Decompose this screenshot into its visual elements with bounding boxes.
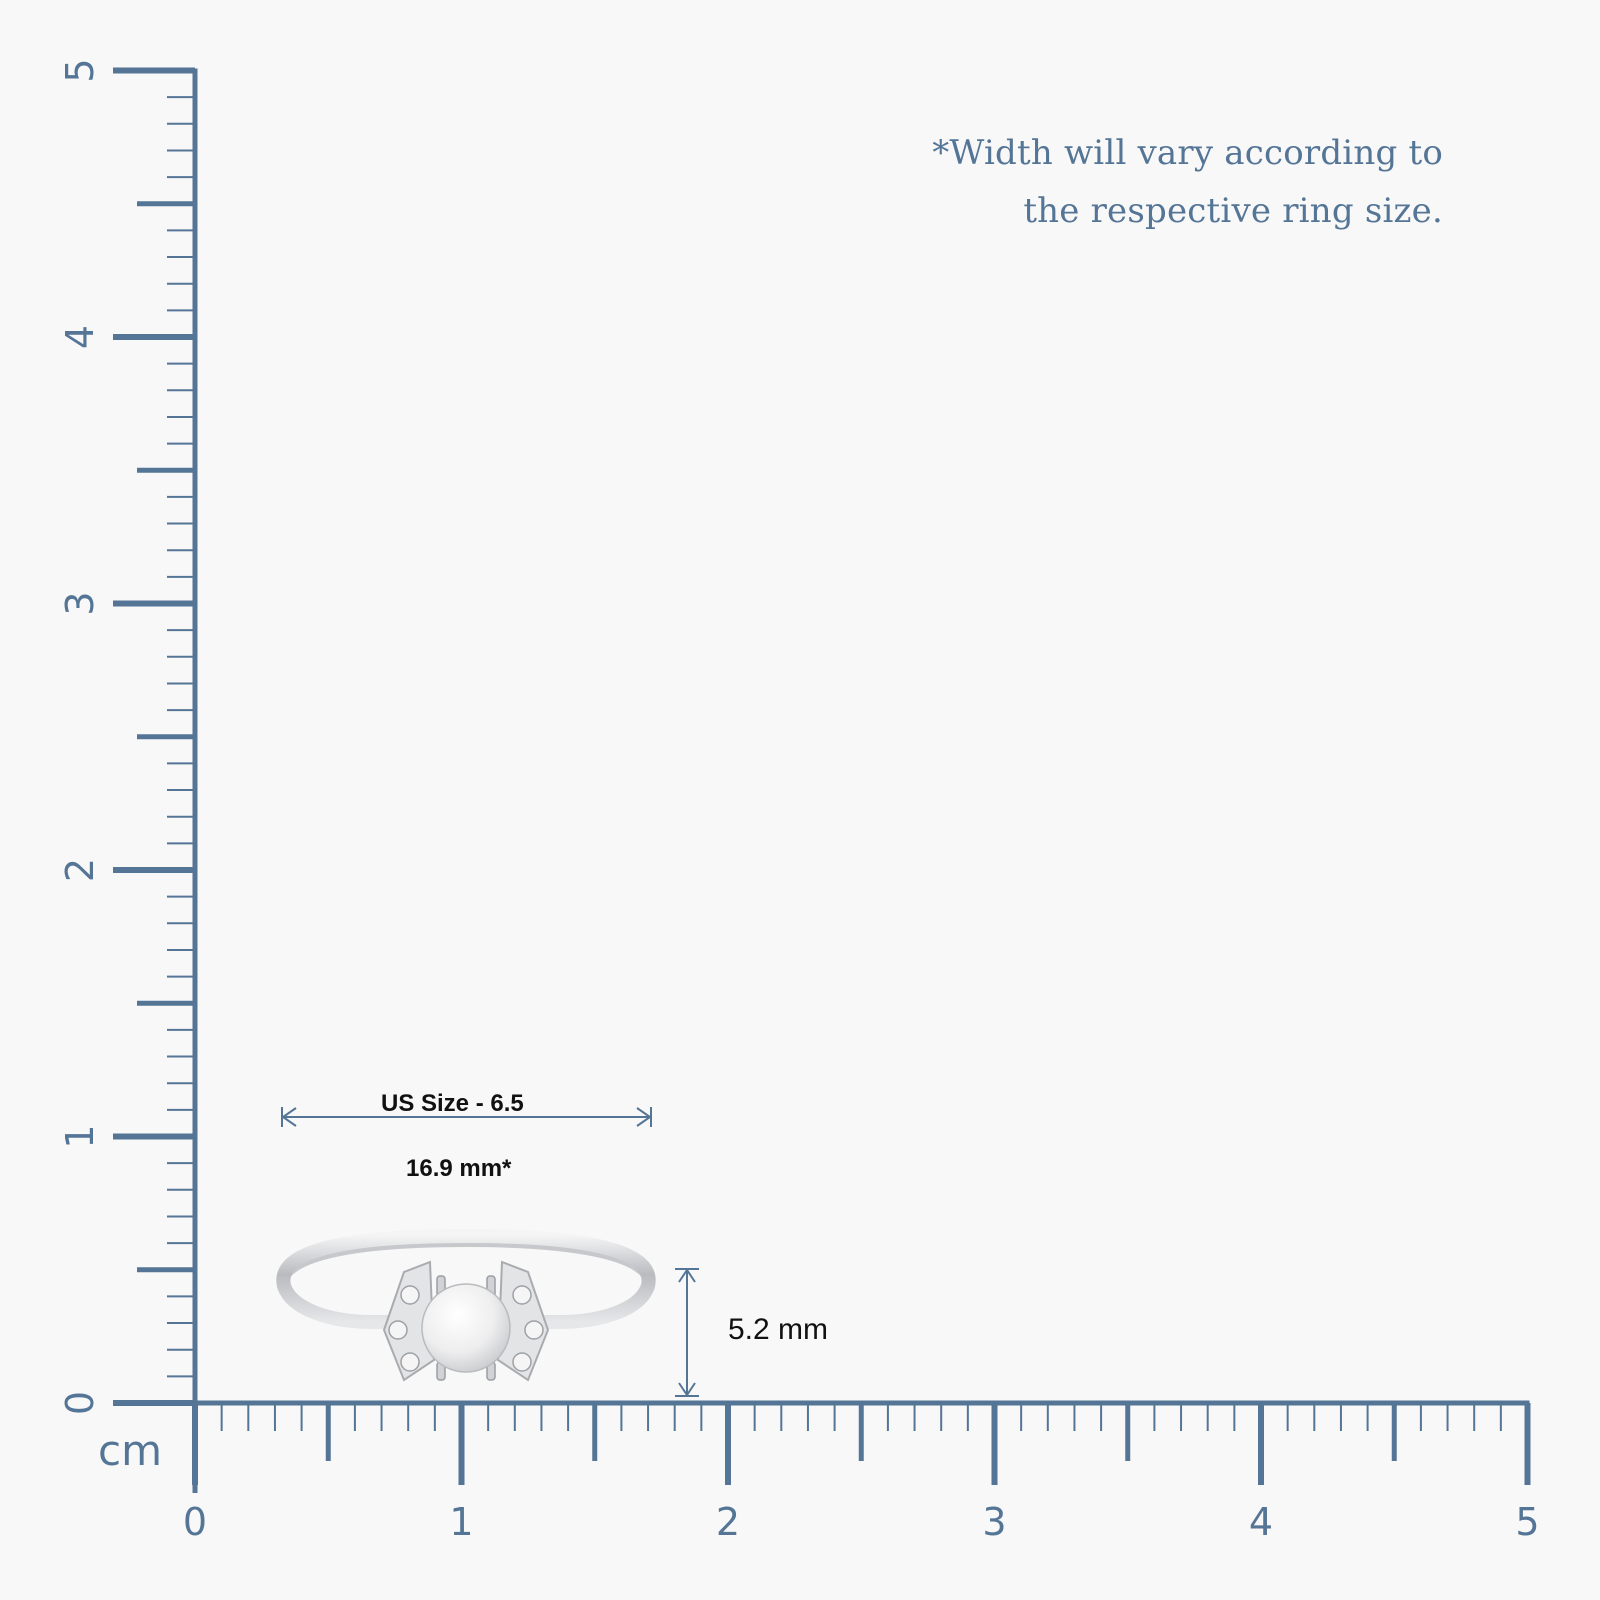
note-line-1: *Width will vary according to bbox=[932, 133, 1443, 173]
diamonds bbox=[388, 1285, 544, 1372]
y-tick-label: 3 bbox=[58, 591, 102, 615]
pearl bbox=[421, 1283, 511, 1373]
y-tick-label: 0 bbox=[58, 1391, 102, 1415]
horizontal-ruler-labels: 0 1 2 3 4 5 bbox=[183, 1500, 1540, 1544]
x-tick-label: 3 bbox=[982, 1500, 1006, 1544]
vertical-ruler-ticks bbox=[113, 67, 198, 1493]
x-tick-label: 5 bbox=[1515, 1500, 1539, 1544]
width-dimension-arrow bbox=[281, 1107, 652, 1127]
horizontal-ruler-ticks bbox=[113, 1400, 1531, 1485]
y-tick-label: 5 bbox=[58, 58, 102, 82]
y-tick-label: 2 bbox=[58, 858, 102, 882]
ring-width-note: *Width will vary according to the respec… bbox=[743, 124, 1443, 240]
y-tick-label: 1 bbox=[58, 1124, 102, 1148]
ring-width-label: 16.9 mm* bbox=[406, 1155, 512, 1182]
ring-image bbox=[276, 1228, 656, 1382]
note-line-2: the respective ring size. bbox=[1023, 191, 1443, 231]
ring-band bbox=[276, 1228, 656, 1329]
x-tick-label: 4 bbox=[1249, 1500, 1273, 1544]
ring-height-label: 5.2 mm bbox=[728, 1313, 829, 1346]
x-tick-label: 1 bbox=[449, 1500, 473, 1544]
x-tick-label: 2 bbox=[716, 1500, 740, 1544]
ring-size-label: US Size - 6.5 bbox=[381, 1090, 524, 1117]
x-tick-label: 0 bbox=[183, 1500, 207, 1544]
vertical-ruler-labels: 0 1 2 3 4 5 bbox=[58, 58, 102, 1415]
height-dimension-arrow bbox=[675, 1268, 699, 1397]
halo-left bbox=[382, 1260, 436, 1382]
y-tick-label: 4 bbox=[58, 325, 102, 349]
unit-label: cm bbox=[98, 1426, 163, 1475]
halo-right bbox=[496, 1260, 550, 1382]
